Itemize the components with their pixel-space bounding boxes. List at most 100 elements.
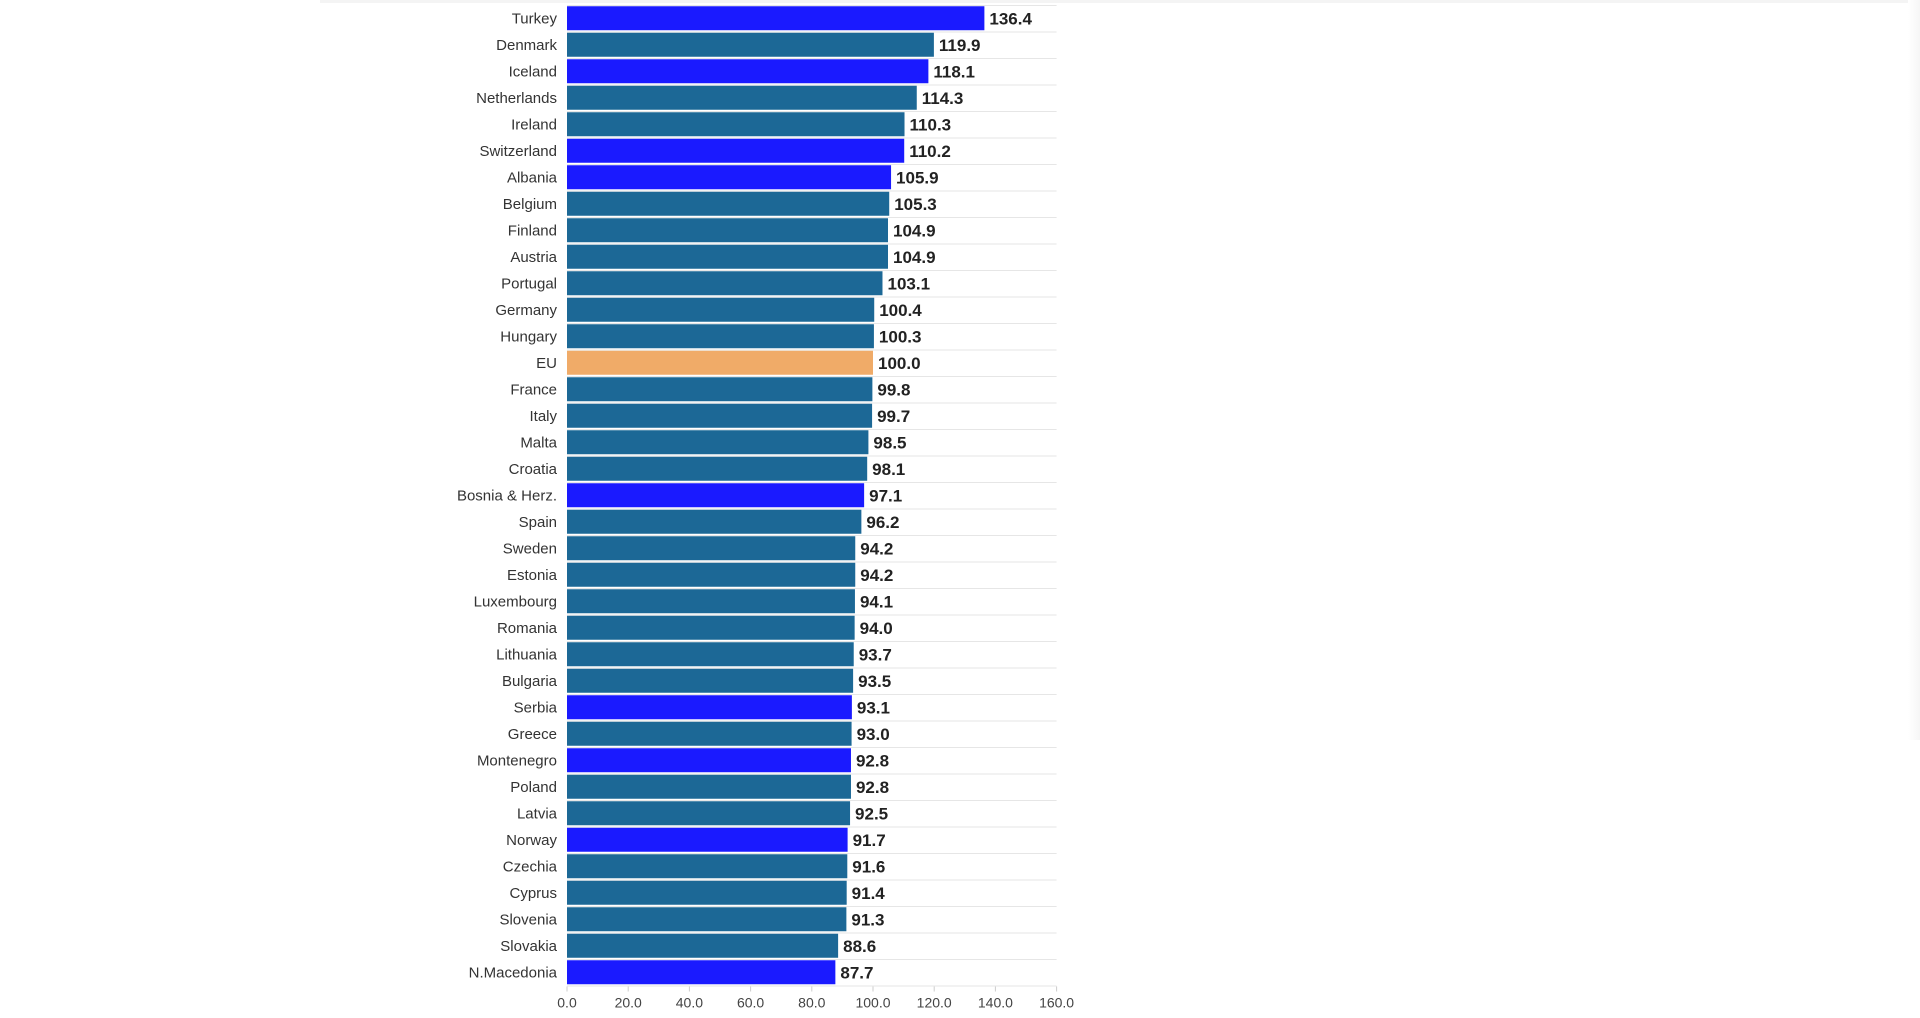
bar bbox=[567, 324, 874, 349]
category-label: France bbox=[510, 381, 557, 398]
bar bbox=[567, 562, 856, 587]
category-label: Spain bbox=[519, 514, 557, 531]
bar bbox=[567, 668, 854, 693]
category-label: Greece bbox=[508, 726, 557, 743]
bar bbox=[567, 907, 847, 932]
bar bbox=[567, 589, 855, 614]
value-label: 136.4 bbox=[989, 9, 1032, 28]
bar bbox=[567, 350, 873, 375]
category-label: Serbia bbox=[514, 699, 558, 716]
category-label: Turkey bbox=[512, 10, 558, 27]
category-label: Croatia bbox=[509, 461, 558, 478]
value-label: 114.3 bbox=[922, 89, 964, 108]
value-label: 91.7 bbox=[853, 831, 886, 850]
category-label: Ireland bbox=[511, 116, 557, 133]
bar bbox=[567, 403, 873, 428]
gridlines bbox=[567, 5, 1057, 987]
category-label: Denmark bbox=[496, 37, 557, 54]
category-label: Belgium bbox=[503, 196, 557, 213]
category-label: Slovenia bbox=[499, 911, 557, 928]
bar bbox=[567, 456, 868, 481]
value-label: 92.5 bbox=[855, 804, 888, 823]
value-label: 110.2 bbox=[909, 142, 951, 161]
value-label: 97.1 bbox=[869, 486, 902, 505]
category-label: Albania bbox=[507, 169, 558, 186]
bar bbox=[567, 536, 856, 561]
x-tick-label: 160.0 bbox=[1039, 995, 1074, 1011]
value-label: 87.7 bbox=[840, 963, 873, 982]
x-tick-label: 100.0 bbox=[855, 995, 890, 1011]
value-label: 91.4 bbox=[852, 884, 886, 903]
bar bbox=[567, 377, 873, 402]
value-label: 118.1 bbox=[933, 62, 975, 81]
category-label: Bulgaria bbox=[502, 673, 558, 690]
bar bbox=[567, 933, 839, 958]
x-tick-label: 20.0 bbox=[615, 995, 642, 1011]
value-label: 93.0 bbox=[857, 725, 890, 744]
bar bbox=[567, 218, 888, 243]
bar bbox=[567, 271, 883, 296]
value-label: 99.8 bbox=[877, 380, 910, 399]
category-label: Austria bbox=[510, 249, 557, 266]
bar bbox=[567, 827, 848, 852]
category-label: Luxembourg bbox=[474, 593, 557, 610]
category-label: Netherlands bbox=[476, 90, 557, 107]
bar bbox=[567, 59, 929, 84]
x-tick-label: 0.0 bbox=[557, 995, 577, 1011]
bar bbox=[567, 960, 836, 985]
category-label: Germany bbox=[495, 302, 557, 319]
value-label: 94.2 bbox=[860, 539, 893, 558]
value-label: 96.2 bbox=[866, 513, 899, 532]
bar bbox=[567, 854, 848, 879]
bar bbox=[567, 748, 851, 773]
x-tick-label: 80.0 bbox=[798, 995, 825, 1011]
value-label: 94.1 bbox=[860, 592, 893, 611]
value-labels: 136.4 119.9 118.1 114.3 110.3 110.2 105.9 105.3… bbox=[840, 9, 1032, 982]
category-label: N.Macedonia bbox=[469, 964, 558, 981]
category-label: Italy bbox=[529, 408, 557, 425]
bar bbox=[567, 880, 847, 905]
value-label: 105.9 bbox=[896, 168, 939, 187]
top-border bbox=[320, 0, 1912, 3]
value-label: 92.8 bbox=[856, 778, 889, 797]
x-tick-label: 120.0 bbox=[917, 995, 952, 1011]
bar bbox=[567, 483, 865, 508]
bar bbox=[567, 165, 892, 190]
x-tick-label: 40.0 bbox=[676, 995, 703, 1011]
value-label: 88.6 bbox=[843, 937, 876, 956]
value-label: 98.1 bbox=[872, 460, 905, 479]
bar bbox=[567, 112, 905, 137]
right-edge-shadow bbox=[1908, 0, 1920, 740]
category-label: Lithuania bbox=[496, 646, 558, 663]
value-label: 104.9 bbox=[893, 248, 936, 267]
category-label: Montenegro bbox=[477, 752, 557, 769]
value-label: 99.7 bbox=[877, 407, 910, 426]
value-label: 91.3 bbox=[851, 910, 884, 929]
bar bbox=[567, 695, 852, 720]
value-label: 103.1 bbox=[887, 274, 930, 293]
value-label: 93.5 bbox=[858, 672, 891, 691]
bar bbox=[567, 774, 851, 799]
category-label: Portugal bbox=[501, 275, 557, 292]
bar bbox=[567, 191, 890, 216]
category-label: Iceland bbox=[509, 63, 557, 80]
category-label: Finland bbox=[508, 222, 557, 239]
bar bbox=[567, 721, 852, 746]
bar bbox=[567, 801, 851, 826]
bar bbox=[567, 138, 905, 163]
bar bbox=[567, 509, 862, 534]
value-label: 104.9 bbox=[893, 221, 936, 240]
category-label: EU bbox=[536, 355, 557, 372]
value-label: 94.0 bbox=[860, 619, 893, 638]
value-label: 94.2 bbox=[860, 566, 893, 585]
category-label: Latvia bbox=[517, 805, 558, 822]
bar bbox=[567, 430, 869, 455]
value-label: 93.7 bbox=[859, 645, 892, 664]
value-label: 98.5 bbox=[873, 433, 906, 452]
value-label: 93.1 bbox=[857, 698, 890, 717]
category-label: Czechia bbox=[503, 858, 558, 875]
value-label: 110.3 bbox=[910, 115, 952, 134]
category-label: Malta bbox=[520, 434, 557, 451]
category-label: Slovakia bbox=[500, 938, 557, 955]
